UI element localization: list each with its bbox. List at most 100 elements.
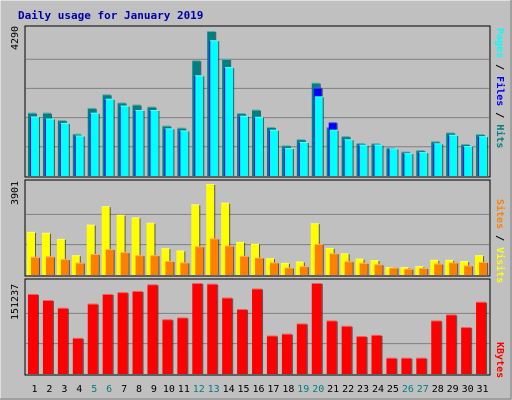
- legend-separator: /: [494, 106, 505, 124]
- pages-bar: [344, 139, 354, 176]
- sites-bar: [105, 249, 115, 275]
- day-label: 21: [327, 384, 339, 395]
- visits-bar: [41, 232, 51, 275]
- visits-bar: [86, 224, 96, 275]
- pages-bar: [434, 143, 444, 176]
- pages-bar: [75, 135, 85, 176]
- sites-bar: [329, 253, 339, 275]
- legend-hits: Hits: [494, 124, 506, 148]
- visits-bar: [191, 204, 201, 275]
- kbytes-bar: [416, 357, 428, 374]
- day-label: 31: [477, 384, 489, 395]
- kbytes-bar: [281, 333, 293, 374]
- sites-bar: [150, 255, 160, 275]
- day-label: 23: [357, 384, 369, 395]
- sites-bar: [419, 268, 429, 275]
- kbytes-bar: [401, 357, 413, 374]
- middle-panel-bars: [27, 184, 489, 275]
- legend-separator: /: [494, 229, 505, 247]
- kbytes-bar: [87, 303, 99, 374]
- sites-bar: [120, 252, 130, 275]
- sites-bar: [359, 262, 369, 275]
- sites-bar: [75, 262, 85, 275]
- sites-bar: [314, 243, 324, 275]
- pages-bar: [165, 128, 175, 176]
- sites-bar: [135, 255, 145, 275]
- kbytes-bar: [356, 336, 368, 374]
- pages-bar: [314, 96, 324, 176]
- sites-bar: [165, 261, 175, 275]
- kbytes-bar: [177, 317, 189, 374]
- kbytes-bar: [57, 307, 69, 374]
- kbytes-bar: [117, 292, 129, 374]
- kbytes-bar: [311, 283, 323, 374]
- sites-bar: [210, 238, 220, 275]
- pages-bar: [90, 112, 100, 176]
- pages-bar: [31, 116, 40, 176]
- kbytes-bar: [147, 284, 159, 374]
- pages-bar: [404, 153, 414, 176]
- visits-bar: [206, 184, 216, 275]
- legend-files: Files: [494, 76, 506, 106]
- pages-bar: [479, 136, 489, 176]
- sites-bar: [269, 262, 279, 275]
- day-label: 19: [297, 384, 309, 395]
- middle-panel-legend: Sites / Visits: [494, 199, 506, 283]
- kbytes-bar: [371, 334, 383, 374]
- pages-bar: [255, 116, 265, 176]
- day-label: 9: [151, 384, 157, 395]
- kbytes-bar: [386, 357, 398, 374]
- day-label: 26: [402, 384, 414, 395]
- kbytes-bar: [207, 283, 219, 374]
- visits-bar: [101, 206, 111, 275]
- legend-kbytes: KBytes: [494, 342, 505, 378]
- day-label: 1: [31, 384, 37, 395]
- day-label: 20: [312, 384, 324, 395]
- legend-pages: Pages: [494, 28, 505, 58]
- day-label: 14: [223, 384, 235, 395]
- visits-bar: [221, 202, 231, 275]
- sites-bar: [374, 264, 384, 275]
- top-panel-bars: [28, 31, 489, 177]
- pages-bar: [180, 130, 190, 176]
- sites-bar: [255, 257, 265, 275]
- pages-bar: [269, 129, 279, 176]
- kbytes-bar: [28, 293, 39, 374]
- kbytes-bar: [296, 323, 308, 374]
- pages-bar: [120, 105, 130, 176]
- pages-bar: [389, 148, 399, 176]
- day-label: 22: [342, 384, 354, 395]
- sites-bar: [90, 254, 100, 275]
- day-label: 6: [106, 384, 112, 395]
- pages-bar: [284, 148, 294, 176]
- day-label: 30: [462, 384, 474, 395]
- day-label: 2: [46, 384, 52, 395]
- pages-bar: [374, 144, 384, 176]
- legend-separator: /: [494, 58, 505, 76]
- sites-bar: [434, 263, 444, 275]
- visits-bar: [131, 217, 141, 275]
- day-label: 7: [121, 384, 127, 395]
- bottom-panel-bars: [28, 283, 488, 374]
- sites-bar: [344, 261, 354, 275]
- pages-bar: [60, 122, 70, 176]
- day-label: 11: [178, 384, 190, 395]
- pages-bar: [359, 144, 369, 176]
- pages-bar: [45, 118, 55, 176]
- kbytes-bar: [237, 309, 249, 374]
- legend-visits: Visits: [494, 247, 506, 283]
- bottom-panel-legend: KBytes: [494, 342, 505, 378]
- sites-bar: [240, 255, 250, 275]
- middle-panel-max-label: 3901: [10, 181, 21, 205]
- day-label: 13: [208, 384, 220, 395]
- day-label: 27: [417, 384, 429, 395]
- visits-bar: [27, 231, 36, 275]
- pages-bar: [329, 129, 339, 176]
- pages-bar: [449, 134, 459, 176]
- kbytes-bar: [42, 299, 54, 374]
- day-label: 5: [91, 384, 97, 395]
- day-label: 15: [238, 384, 250, 395]
- visits-bar: [116, 214, 126, 275]
- pages-bar: [105, 98, 115, 176]
